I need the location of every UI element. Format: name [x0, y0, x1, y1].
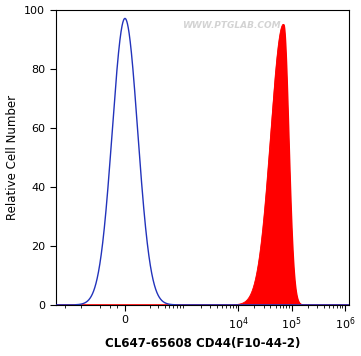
Text: WWW.PTGLAB.COM: WWW.PTGLAB.COM — [182, 21, 281, 30]
Y-axis label: Relative Cell Number: Relative Cell Number — [5, 95, 18, 220]
X-axis label: CL647-65608 CD44(F10-44-2): CL647-65608 CD44(F10-44-2) — [105, 337, 300, 350]
